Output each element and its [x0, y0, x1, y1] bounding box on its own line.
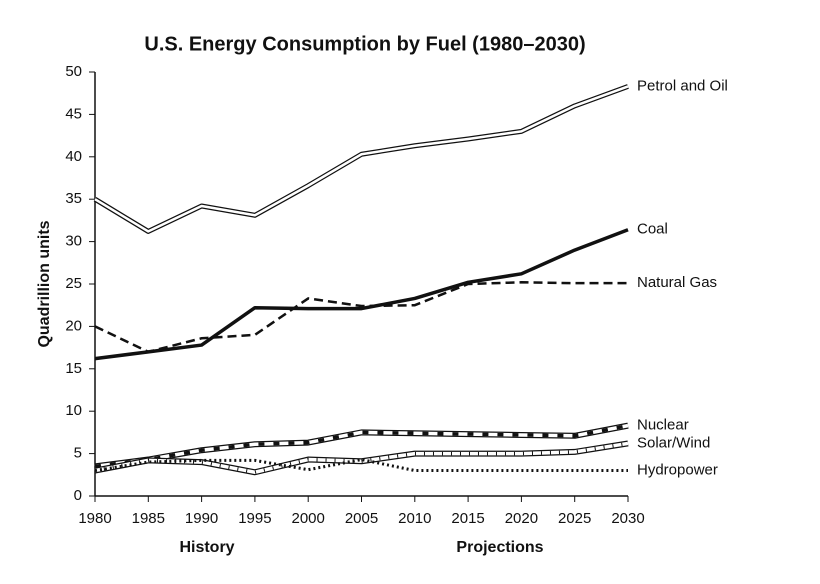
series-line [94, 281, 628, 354]
series-label: Nuclear [637, 417, 689, 434]
x-tick-label: 2020 [505, 510, 538, 527]
series-label: Solar/Wind [637, 434, 710, 451]
annotation: Projections [456, 539, 543, 556]
x-tick-label: 2005 [345, 510, 378, 527]
series-line [93, 84, 629, 234]
x-tick-label: 2010 [398, 510, 431, 527]
series-line [94, 228, 629, 361]
x-tick-label: 1985 [132, 510, 165, 527]
y-tick-label: 15 [65, 360, 82, 377]
y-tick-label: 35 [65, 190, 82, 207]
series-line-detail [94, 441, 629, 475]
y-tick-label: 30 [65, 233, 82, 250]
chart-title: U.S. Energy Consumption by Fuel (1980–20… [144, 33, 585, 55]
series-label: Natural Gas [637, 274, 717, 291]
y-tick-label: 10 [65, 402, 82, 419]
series-label: Hydropower [637, 462, 718, 479]
y-tick-label: 40 [65, 148, 82, 165]
x-tick-label: 1995 [238, 510, 271, 527]
y-tick-label: 20 [65, 317, 82, 334]
x-tick-label: 2030 [611, 510, 644, 527]
y-tick-label: 45 [65, 105, 82, 122]
y-tick-label: 5 [74, 445, 82, 462]
x-tick-label: 1980 [78, 510, 111, 527]
y-tick-label: 25 [65, 275, 82, 292]
y-tick-label: 0 [74, 487, 82, 504]
series-label: Coal [637, 221, 668, 238]
annotation: History [179, 539, 234, 556]
series-line-detail [94, 423, 629, 469]
y-axis-label: Quadrillion units [36, 220, 53, 347]
x-tick-label: 2025 [558, 510, 591, 527]
series-label: Petrol and Oil [637, 77, 728, 94]
y-tick-label: 50 [65, 63, 82, 80]
series-line-detail [94, 85, 629, 233]
x-tick-label: 2000 [292, 510, 325, 527]
x-tick-label: 1990 [185, 510, 218, 527]
x-tick-label: 2015 [451, 510, 484, 527]
